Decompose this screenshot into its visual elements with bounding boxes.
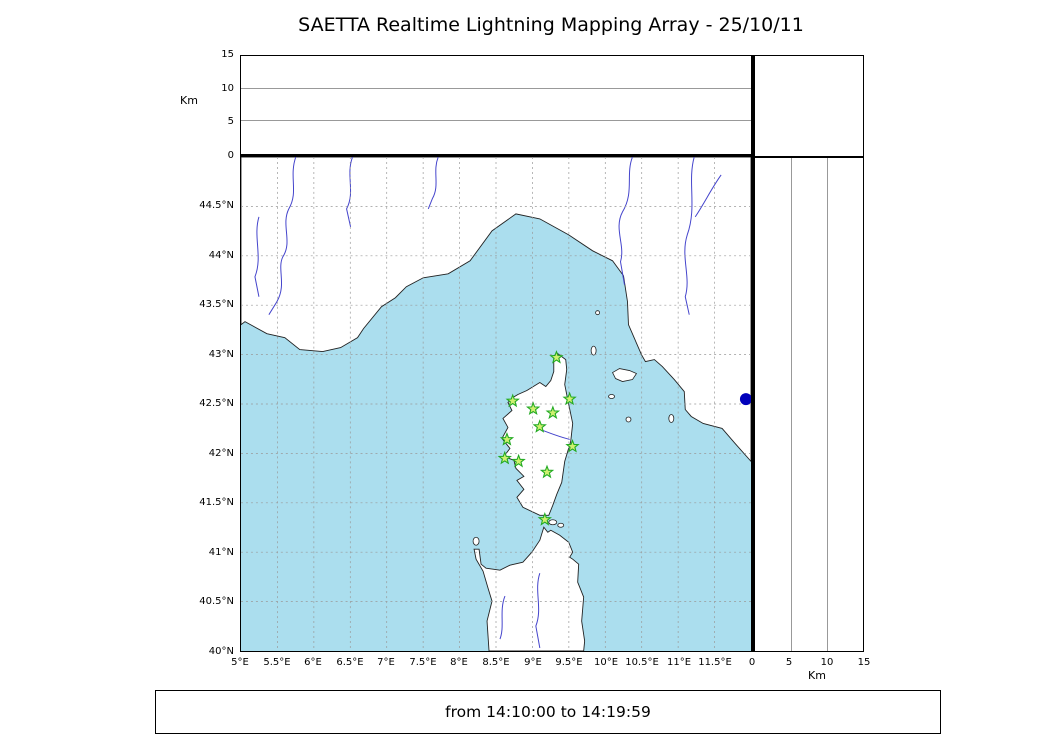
altitude-tick-label: 15	[221, 49, 234, 60]
river	[618, 157, 633, 285]
lat-tick-label: 44°N	[208, 250, 234, 261]
lon-tick-label: 9.5°E	[555, 657, 583, 668]
altitude-gridline-10km	[241, 87, 751, 89]
km-tick-label: 10	[820, 657, 834, 668]
river	[427, 157, 439, 210]
altitude-gridline-10km	[826, 158, 828, 651]
altitude-vs-latitude-panel	[752, 157, 864, 652]
lat-tick-label: 40°N	[208, 646, 234, 657]
river	[535, 573, 541, 649]
corner-panel	[752, 55, 864, 157]
lma-station-marker	[545, 405, 561, 420]
event-markers-layer	[739, 393, 751, 406]
rivers	[254, 157, 722, 649]
lma-station-marker	[511, 453, 526, 468]
maddalena-island	[548, 519, 558, 526]
geographic-map-panel	[240, 157, 752, 652]
lat-tick-label: 43°N	[208, 349, 234, 360]
lon-tick-label: 9°E	[524, 657, 542, 668]
lon-tick-label: 6°E	[304, 657, 322, 668]
asinara-island	[472, 536, 480, 546]
lon-tick-label: 10.5°E	[625, 657, 659, 668]
lon-tick-label: 8°E	[450, 657, 468, 668]
lon-tick-label: 11°E	[666, 657, 692, 668]
figure-title: SAETTA Realtime Lightning Mapping Array …	[298, 14, 804, 36]
km-tick-label: 15	[857, 657, 871, 668]
altitude-tick-label: 0	[227, 150, 234, 161]
event-dot	[739, 393, 751, 406]
lon-tick-label: 7.5°E	[409, 657, 437, 668]
altitude-tick-label: 10	[221, 83, 234, 94]
lon-tick-label: 5°E	[231, 657, 249, 668]
lma-station-marker	[505, 393, 520, 408]
caprera-island	[557, 522, 565, 528]
lma-station-marker	[537, 512, 552, 526]
lon-tick-label: 10°E	[593, 657, 619, 668]
lat-tick-label: 43.5°N	[199, 299, 234, 310]
altitude-axis-unit: Km	[180, 94, 198, 107]
lon-tick-label: 5.5°E	[263, 657, 291, 668]
elba-island	[612, 368, 638, 382]
altitude-gridline-5km	[241, 120, 751, 122]
pianosa-island	[608, 394, 615, 399]
mainland-coastline	[241, 157, 751, 463]
lma-station-marker	[525, 401, 541, 416]
lma-station-marker	[539, 464, 555, 479]
lat-tick-label: 41°N	[208, 547, 234, 558]
altitude-gridline-5km	[790, 158, 792, 651]
lat-tick-label: 44.5°N	[199, 200, 234, 211]
montecristo-island	[625, 416, 632, 423]
river	[268, 157, 297, 315]
lat-tick-label: 42°N	[208, 448, 234, 459]
time-range-text: from 14:10:00 to 14:19:59	[445, 703, 651, 721]
river	[684, 157, 695, 315]
km-tick-label: 0	[748, 657, 756, 668]
gorgona-island	[595, 310, 600, 316]
lma-station-marker	[565, 438, 580, 453]
river	[499, 595, 506, 640]
lon-tick-label: 8.5°E	[482, 657, 510, 668]
river	[694, 174, 722, 218]
capraia-island	[590, 345, 597, 356]
lon-tick-label: 11.5°E	[698, 657, 732, 668]
lon-tick-label: 6.5°E	[336, 657, 364, 668]
km-tick-label: 5	[785, 657, 793, 668]
lat-tick-label: 42.5°N	[199, 398, 234, 409]
lma-station-marker	[499, 431, 515, 446]
map-grid-layer	[241, 157, 751, 651]
river	[254, 216, 260, 297]
lma-station-marker	[549, 350, 564, 364]
lma-station-marker	[562, 391, 577, 406]
map-svg	[241, 157, 751, 651]
lma-station-marker	[497, 450, 512, 465]
lma-stations-layer	[497, 350, 580, 526]
corsica-coastline	[501, 353, 574, 516]
lat-tick-label: 41.5°N	[199, 497, 234, 508]
latitude-panel-axis-unit: Km	[808, 669, 826, 682]
time-range-box: from 14:10:00 to 14:19:59	[155, 690, 941, 734]
lma-station-marker	[532, 419, 547, 433]
lon-tick-label: 7°E	[377, 657, 395, 668]
lat-tick-label: 40.5°N	[199, 596, 234, 607]
small-islands	[472, 310, 675, 546]
altitude-tick-label: 5	[227, 116, 234, 127]
giglio-island	[668, 414, 675, 423]
altitude-vs-longitude-panel	[240, 55, 752, 157]
river	[346, 157, 354, 227]
